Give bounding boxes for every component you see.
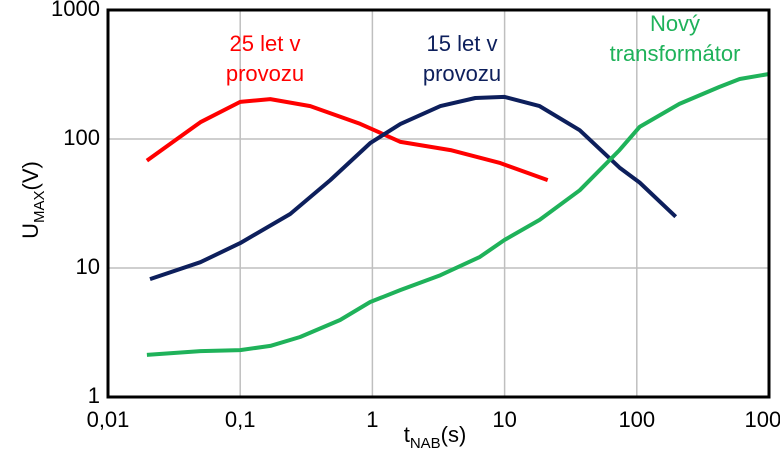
y-tick-label: 1: [88, 383, 100, 408]
x-tick-label: 0,1: [225, 407, 256, 432]
axis-label-unit: (s): [441, 422, 467, 447]
axis-label-main: t: [404, 422, 410, 447]
y-tick-label: 1000: [51, 0, 100, 21]
series-label: Nový: [650, 11, 700, 36]
series-label: 25 let v: [230, 31, 301, 56]
y-tick-label: 10: [76, 254, 100, 279]
axis-label-main: U: [18, 223, 43, 239]
axis-label-unit: (V): [18, 161, 43, 190]
series-line: [145, 97, 549, 182]
series-label: provozu: [226, 61, 304, 86]
x-tick-label: 1: [366, 407, 378, 432]
x-tick-label: 100: [618, 407, 655, 432]
x-tick-label: 10: [492, 407, 516, 432]
y-tick-label: 100: [63, 125, 100, 150]
x-tick-label: 1000: [745, 407, 780, 432]
x-tick-label: 0,01: [87, 407, 130, 432]
series-label: transformátor: [610, 41, 741, 66]
series-label: provozu: [423, 61, 501, 86]
series-line: [149, 94, 678, 281]
y-axis-label: UMAX(V): [18, 161, 49, 239]
axis-label-sub: NAB: [410, 435, 441, 452]
series-line: [146, 72, 770, 357]
plot-frame: [106, 8, 771, 399]
x-axis-label: tNAB(s): [404, 422, 467, 453]
axis-label-sub: MAX: [31, 190, 48, 223]
series-label: 15 let v: [427, 31, 498, 56]
